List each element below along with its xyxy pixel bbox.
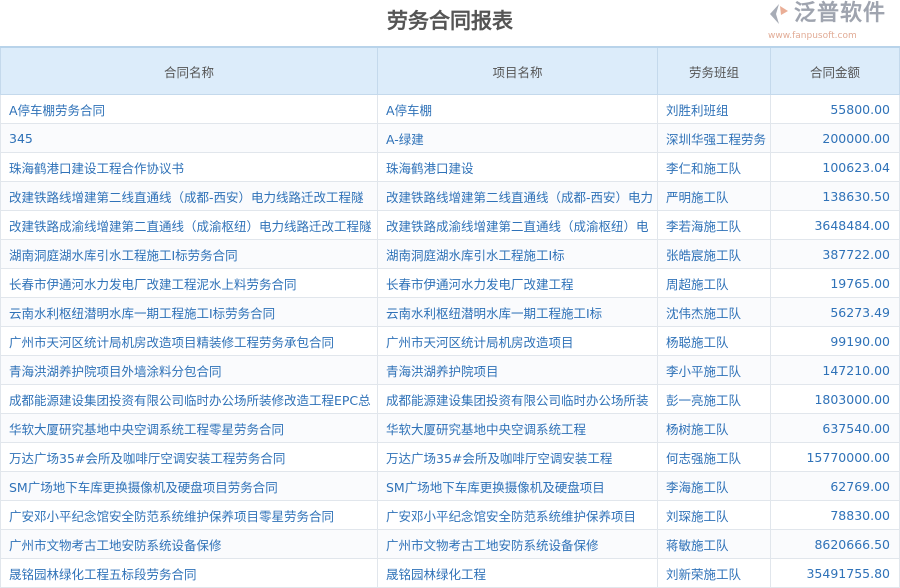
contract-name-cell[interactable]: 广州市文物考古工地安防系统设备保修 (0, 529, 378, 559)
table-row[interactable]: 万达广场35#会所及咖啡厅空调安装工程劳务合同 万达广场35#会所及咖啡厅空调安装… (0, 442, 900, 472)
contract-name-cell[interactable]: 345 (0, 123, 378, 153)
table-row[interactable]: 长春市伊通河水力发电厂改建工程泥水上料劳务合同 长春市伊通河水力发电厂改建工程 周超… (0, 268, 900, 298)
project-name-cell[interactable]: 广州市文物考古工地安防系统设备保修 (377, 529, 658, 559)
contract-amount-cell[interactable]: 78830.00 (770, 500, 900, 530)
table-row[interactable]: 改建铁路成渝线增建第二直通线（成渝枢纽）电力线路迁改工程隧 改建铁路成渝线增建第二… (0, 210, 900, 240)
contract-name-cell[interactable]: 长春市伊通河水力发电厂改建工程泥水上料劳务合同 (0, 268, 378, 298)
contract-name-cell[interactable]: SM广场地下车库更换摄像机及硬盘项目劳务合同 (0, 471, 378, 501)
table-row[interactable]: 广安邓小平纪念馆安全防范系统维护保养项目零星劳务合同 广安邓小平纪念馆安全防范系统… (0, 500, 900, 530)
labor-team-cell[interactable]: 李海施工队 (657, 471, 771, 501)
labor-team-cell[interactable]: 深圳华强工程劳务 (657, 123, 771, 153)
project-name-cell[interactable]: 广安邓小平纪念馆安全防范系统维护保养项目 (377, 500, 658, 530)
contract-name-cell[interactable]: 湖南洞庭湖水库引水工程施工I标劳务合同 (0, 239, 378, 269)
contract-amount-cell[interactable]: 8620666.50 (770, 529, 900, 559)
table-row[interactable]: 云南水利枢纽潜明水库一期工程施工I标劳务合同 云南水利枢纽潜明水库一期工程施工I标… (0, 297, 900, 327)
labor-team-cell[interactable]: 彭一亮施工队 (657, 384, 771, 414)
labor-team-cell[interactable]: 周超施工队 (657, 268, 771, 298)
contract-amount-cell[interactable]: 1803000.00 (770, 384, 900, 414)
table-row[interactable]: 晟铭园林绿化工程五标段劳务合同 晟铭园林绿化工程 刘新荣施工队 35491755.80 (0, 558, 900, 588)
table-row[interactable]: 成都能源建设集团投资有限公司临时办公场所装修改造工程EPC总 成都能源建设集团投资… (0, 384, 900, 414)
contract-name-cell[interactable]: 珠海鹤港口建设工程合作协议书 (0, 152, 378, 182)
labor-team-cell[interactable]: 杨聪施工队 (657, 326, 771, 356)
page-title: 劳务合同报表 (387, 9, 513, 33)
table-header-row: 合同名称 项目名称 劳务班组 合同金额 (0, 46, 900, 95)
contract-name-cell[interactable]: 成都能源建设集团投资有限公司临时办公场所装修改造工程EPC总 (0, 384, 378, 414)
contract-name-cell[interactable]: 晟铭园林绿化工程五标段劳务合同 (0, 558, 378, 588)
project-name-cell[interactable]: 珠海鹤港口建设 (377, 152, 658, 182)
contract-amount-cell[interactable]: 3648484.00 (770, 210, 900, 240)
table-row[interactable]: 青海洪湖养护院项目外墙涂料分包合同 青海洪湖养护院项目 李小平施工队 147210.0… (0, 355, 900, 385)
table-row[interactable]: 华软大厦研究基地中央空调系统工程零星劳务合同 华软大厦研究基地中央空调系统工程 杨树… (0, 413, 900, 443)
project-name-cell[interactable]: 广州市天河区统计局机房改造项目 (377, 326, 658, 356)
contract-amount-cell[interactable]: 15770000.00 (770, 442, 900, 472)
project-name-cell[interactable]: 湖南洞庭湖水库引水工程施工I标 (377, 239, 658, 269)
labor-team-cell[interactable]: 严明施工队 (657, 181, 771, 211)
labor-team-cell[interactable]: 何志强施工队 (657, 442, 771, 472)
contract-name-cell[interactable]: 改建铁路线增建第二线直通线（成都-西安）电力线路迁改工程隧 (0, 181, 378, 211)
contract-name-cell[interactable]: 广安邓小平纪念馆安全防范系统维护保养项目零星劳务合同 (0, 500, 378, 530)
labor-team-cell[interactable]: 李小平施工队 (657, 355, 771, 385)
contract-amount-cell[interactable]: 387722.00 (770, 239, 900, 269)
project-name-cell[interactable]: A停车棚 (377, 94, 658, 124)
contract-amount-cell[interactable]: 55800.00 (770, 94, 900, 124)
contract-amount-cell[interactable]: 35491755.80 (770, 558, 900, 588)
project-name-cell[interactable]: 改建铁路线增建第二线直通线（成都-西安）电力 (377, 181, 658, 211)
contract-name-cell[interactable]: 华软大厦研究基地中央空调系统工程零星劳务合同 (0, 413, 378, 443)
contract-name-cell[interactable]: 万达广场35#会所及咖啡厅空调安装工程劳务合同 (0, 442, 378, 472)
contract-name-cell[interactable]: 青海洪湖养护院项目外墙涂料分包合同 (0, 355, 378, 385)
labor-team-cell[interactable]: 张皓宸施工队 (657, 239, 771, 269)
column-header-contract-amount[interactable]: 合同金额 (770, 46, 900, 95)
labor-team-cell[interactable]: 沈伟杰施工队 (657, 297, 771, 327)
labor-team-cell[interactable]: 刘新荣施工队 (657, 558, 771, 588)
labor-team-cell[interactable]: 李仁和施工队 (657, 152, 771, 182)
contract-name-cell[interactable]: 云南水利枢纽潜明水库一期工程施工I标劳务合同 (0, 297, 378, 327)
project-name-cell[interactable]: 华软大厦研究基地中央空调系统工程 (377, 413, 658, 443)
contract-amount-cell[interactable]: 56273.49 (770, 297, 900, 327)
table-row[interactable]: 345 A-绿建 深圳华强工程劳务 200000.00 (0, 123, 900, 153)
table-row[interactable]: 改建铁路线增建第二线直通线（成都-西安）电力线路迁改工程隧 改建铁路线增建第二线直… (0, 181, 900, 211)
column-header-contract-name[interactable]: 合同名称 (0, 46, 378, 95)
labor-team-cell[interactable]: 刘琛施工队 (657, 500, 771, 530)
project-name-cell[interactable]: 云南水利枢纽潜明水库一期工程施工I标 (377, 297, 658, 327)
contract-name-cell[interactable]: 改建铁路成渝线增建第二直通线（成渝枢纽）电力线路迁改工程隧 (0, 210, 378, 240)
contract-amount-cell[interactable]: 100623.04 (770, 152, 900, 182)
contract-amount-cell[interactable]: 147210.00 (770, 355, 900, 385)
table-row[interactable]: 湖南洞庭湖水库引水工程施工I标劳务合同 湖南洞庭湖水库引水工程施工I标 张皓宸施工队… (0, 239, 900, 269)
contract-amount-cell[interactable]: 19765.00 (770, 268, 900, 298)
contract-amount-cell[interactable]: 138630.50 (770, 181, 900, 211)
contract-name-cell[interactable]: 广州市天河区统计局机房改造项目精装修工程劳务承包合同 (0, 326, 378, 356)
column-header-labor-team[interactable]: 劳务班组 (657, 46, 771, 95)
table-row[interactable]: 珠海鹤港口建设工程合作协议书 珠海鹤港口建设 李仁和施工队 100623.04 (0, 152, 900, 182)
project-name-cell[interactable]: 万达广场35#会所及咖啡厅空调安装工程 (377, 442, 658, 472)
table-row[interactable]: A停车棚劳务合同 A停车棚 刘胜利班组 55800.00 (0, 94, 900, 124)
labor-contract-table: 合同名称 项目名称 劳务班组 合同金额 A停车棚劳务合同 A停车棚 刘胜利班组 558… (0, 46, 900, 588)
labor-team-cell[interactable]: 杨树施工队 (657, 413, 771, 443)
contract-name-cell[interactable]: A停车棚劳务合同 (0, 94, 378, 124)
labor-team-cell[interactable]: 刘胜利班组 (657, 94, 771, 124)
table-row[interactable]: SM广场地下车库更换摄像机及硬盘项目劳务合同 SM广场地下车库更换摄像机及硬盘项目… (0, 471, 900, 501)
project-name-cell[interactable]: A-绿建 (377, 123, 658, 153)
labor-team-cell[interactable]: 李若海施工队 (657, 210, 771, 240)
project-name-cell[interactable]: 青海洪湖养护院项目 (377, 355, 658, 385)
project-name-cell[interactable]: 晟铭园林绿化工程 (377, 558, 658, 588)
contract-amount-cell[interactable]: 200000.00 (770, 123, 900, 153)
project-name-cell[interactable]: 改建铁路成渝线增建第二直通线（成渝枢纽）电 (377, 210, 658, 240)
column-header-project-name[interactable]: 项目名称 (377, 46, 658, 95)
contract-amount-cell[interactable]: 99190.00 (770, 326, 900, 356)
table-row[interactable]: 广州市天河区统计局机房改造项目精装修工程劳务承包合同 广州市天河区统计局机房改造项… (0, 326, 900, 356)
table-row[interactable]: 广州市文物考古工地安防系统设备保修 广州市文物考古工地安防系统设备保修 蒋敏施工队 8… (0, 529, 900, 559)
project-name-cell[interactable]: 长春市伊通河水力发电厂改建工程 (377, 268, 658, 298)
project-name-cell[interactable]: 成都能源建设集团投资有限公司临时办公场所装 (377, 384, 658, 414)
labor-team-cell[interactable]: 蒋敏施工队 (657, 529, 771, 559)
project-name-cell[interactable]: SM广场地下车库更换摄像机及硬盘项目 (377, 471, 658, 501)
contract-amount-cell[interactable]: 637540.00 (770, 413, 900, 443)
contract-amount-cell[interactable]: 62769.00 (770, 471, 900, 501)
